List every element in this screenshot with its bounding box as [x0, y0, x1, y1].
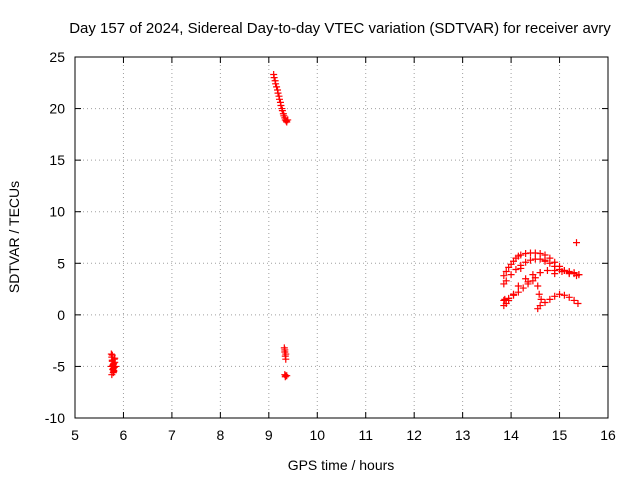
x-tick-label: 10 — [309, 427, 325, 443]
data-point — [551, 270, 559, 278]
data-point — [536, 302, 544, 310]
data-point — [276, 98, 284, 106]
plot-frame — [74, 56, 609, 419]
x-tick-label: 5 — [71, 427, 79, 443]
x-tick-label: 11 — [358, 427, 373, 443]
data-point — [283, 372, 291, 380]
data-point — [556, 290, 564, 298]
x-tick-label: 7 — [168, 427, 176, 443]
data-point — [278, 105, 286, 113]
data-point — [541, 257, 549, 265]
data-point — [565, 293, 573, 301]
grid-lines — [75, 57, 608, 418]
data-point — [560, 291, 568, 299]
x-tick-label: 6 — [120, 427, 128, 443]
data-point — [282, 117, 290, 125]
y-tick-label: -5 — [53, 358, 66, 374]
data-point — [282, 350, 290, 358]
data-point — [535, 290, 543, 298]
data-point — [512, 265, 520, 273]
data-point — [110, 367, 118, 375]
y-tick-label: 15 — [49, 152, 65, 168]
data-point — [281, 114, 289, 122]
data-point — [524, 278, 532, 286]
data-point — [517, 251, 525, 259]
data-point — [541, 298, 549, 306]
data-point — [514, 282, 522, 290]
data-point — [519, 284, 527, 292]
data-point — [274, 86, 282, 94]
data-point — [507, 271, 515, 279]
data-point — [514, 288, 522, 296]
y-tick-label: -10 — [45, 410, 65, 426]
data-point — [501, 295, 509, 303]
x-tick-label: 9 — [265, 427, 273, 443]
data-point — [270, 74, 278, 82]
data-point — [565, 270, 573, 278]
data-point — [543, 267, 551, 275]
data-point — [551, 292, 559, 300]
y-axis-label: SDTVAR / TECUs — [6, 181, 22, 293]
x-tick-label: 15 — [552, 427, 568, 443]
x-tick-label: 14 — [503, 427, 519, 443]
chart-title: Day 157 of 2024, Sidereal Day-to-day VTE… — [69, 20, 611, 37]
data-point — [573, 272, 581, 280]
data-point — [574, 300, 582, 308]
data-point — [500, 272, 508, 280]
y-tick-label: 25 — [49, 49, 65, 65]
data-points — [107, 71, 583, 381]
y-tick-label: 5 — [57, 255, 65, 271]
data-point — [502, 268, 510, 276]
x-axis-label: GPS time / hours — [288, 457, 395, 473]
data-point — [537, 295, 545, 303]
data-point — [536, 269, 544, 277]
data-point — [108, 351, 116, 359]
data-point — [529, 271, 537, 279]
data-point — [522, 258, 530, 266]
axis-ticks: 5 6 7 8 9 10 11 12 13 14 15 16 -10 -5 0 5 10 15 20 25 — [45, 49, 616, 443]
data-point — [502, 277, 510, 285]
data-point — [500, 296, 508, 304]
data-point — [536, 255, 544, 263]
y-tick-label: 0 — [57, 307, 65, 323]
data-point — [526, 256, 534, 264]
x-tick-label: 13 — [455, 427, 471, 443]
data-point — [558, 268, 566, 276]
data-point — [109, 360, 117, 368]
x-tick-label: 12 — [406, 427, 422, 443]
x-tick-label: 16 — [600, 427, 616, 443]
data-point — [281, 346, 289, 354]
y-tick-label: 20 — [49, 101, 65, 117]
data-point — [570, 296, 578, 304]
data-point — [517, 264, 525, 272]
y-tick-label: 10 — [49, 204, 65, 220]
data-point — [272, 80, 280, 88]
data-point — [573, 239, 581, 247]
data-point — [534, 282, 542, 290]
data-point — [546, 259, 554, 267]
data-point — [546, 295, 554, 303]
data-point — [279, 110, 287, 118]
x-tick-label: 8 — [216, 427, 224, 443]
data-point — [510, 290, 518, 298]
data-point — [273, 83, 281, 91]
data-point — [275, 92, 283, 100]
